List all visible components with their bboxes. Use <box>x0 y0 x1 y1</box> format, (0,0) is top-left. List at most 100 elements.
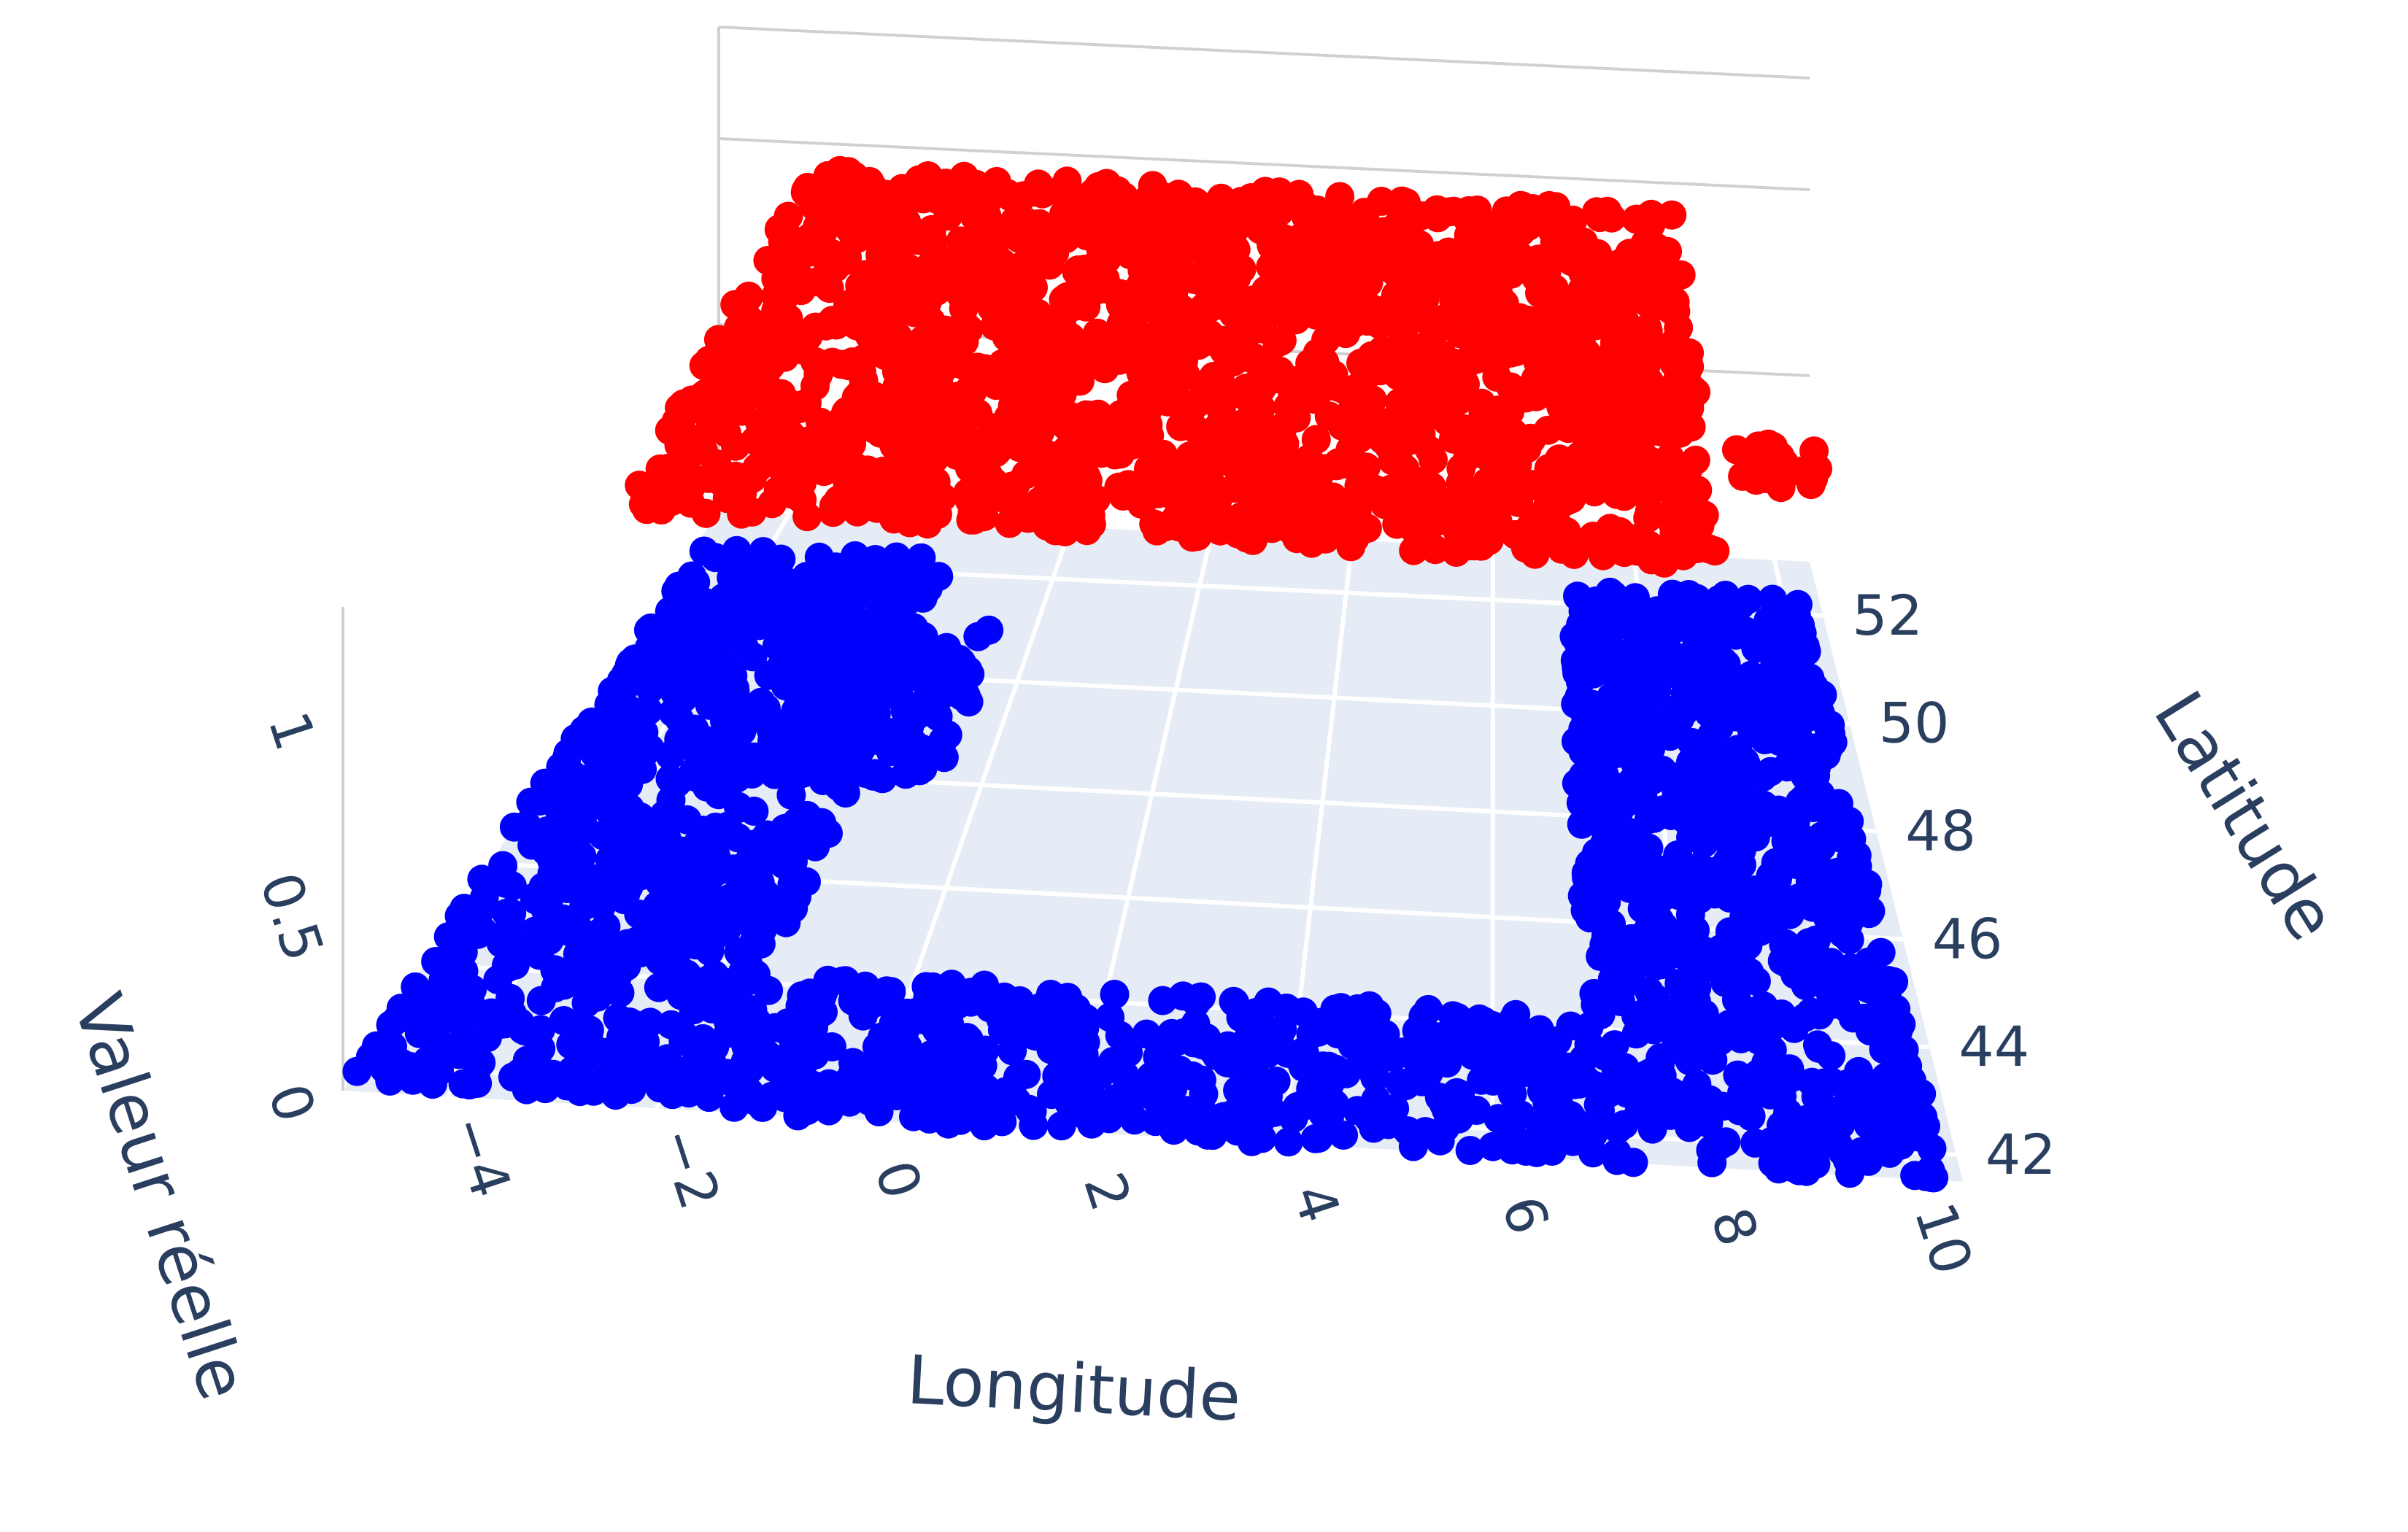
data-point <box>1336 532 1366 562</box>
x-tick-label: 4 <box>1280 1177 1353 1230</box>
data-point <box>1423 203 1453 233</box>
data-point <box>748 1093 778 1122</box>
data-point <box>605 978 635 1007</box>
data-point <box>632 495 662 525</box>
data-point <box>1816 1041 1846 1071</box>
z-wall-gridline <box>718 137 1810 191</box>
data-point <box>636 674 665 704</box>
y-axis-title: Latitude <box>2139 678 2351 953</box>
x-tick-label: 0 <box>863 1153 935 1206</box>
y-tick-label: 52 <box>1852 583 1923 648</box>
x-tick-label: 10 <box>1902 1195 1986 1282</box>
data-point <box>1603 1114 1633 1144</box>
data-point <box>1700 536 1730 566</box>
data-point <box>848 1001 878 1031</box>
data-point <box>1797 470 1826 500</box>
data-point <box>1425 1126 1455 1156</box>
z-wall-gridline <box>718 26 1810 80</box>
data-point <box>1100 980 1130 1009</box>
data-point <box>1178 522 1207 552</box>
data-point <box>565 1077 595 1107</box>
x-tick-label: 2 <box>1071 1165 1144 1218</box>
data-point <box>1110 1060 1139 1090</box>
data-point <box>1072 516 1102 546</box>
data-points <box>342 155 1949 1193</box>
data-point <box>1399 535 1429 565</box>
data-point <box>512 1075 541 1104</box>
data-point <box>526 986 556 1015</box>
data-point <box>792 502 822 532</box>
data-point <box>771 908 801 937</box>
data-point <box>657 1080 687 1110</box>
data-point <box>1142 516 1172 546</box>
data-point <box>842 497 872 527</box>
data-point <box>1578 1138 1608 1168</box>
data-point <box>1567 809 1597 839</box>
x-axis-title: Longitude <box>905 1341 1243 1436</box>
data-point <box>1653 236 1683 266</box>
data-point <box>1329 1121 1359 1150</box>
data-point <box>922 1015 952 1045</box>
data-point <box>1391 1071 1421 1101</box>
data-point <box>655 740 685 770</box>
data-point <box>1675 1113 1705 1142</box>
data-point <box>1050 517 1080 546</box>
data-point <box>1281 305 1311 335</box>
data-point <box>1665 418 1695 448</box>
x-tick-label: −4 <box>437 1107 524 1205</box>
data-point <box>913 509 943 539</box>
data-point <box>933 1109 963 1139</box>
data-point <box>727 499 757 529</box>
data-point <box>376 1010 406 1040</box>
z-axis-title: Valeur réelle <box>58 985 263 1409</box>
data-point <box>876 737 906 767</box>
data-point <box>1588 541 1618 570</box>
data-point <box>1046 1111 1076 1141</box>
data-point <box>695 936 725 966</box>
data-point <box>963 622 993 651</box>
data-point <box>1543 1026 1572 1056</box>
data-point <box>739 797 769 826</box>
data-point <box>1504 487 1534 517</box>
data-point <box>1698 1045 1728 1075</box>
y-tick-label: 46 <box>1932 906 2003 971</box>
data-point <box>1019 273 1048 303</box>
data-point <box>595 797 625 827</box>
data-point <box>1649 548 1679 578</box>
data-point <box>1791 970 1821 1000</box>
data-point <box>892 587 921 617</box>
y-tick-label: 44 <box>1959 1014 2029 1079</box>
data-point <box>1262 328 1292 358</box>
data-point <box>1119 1105 1149 1135</box>
data-point <box>1360 1063 1390 1093</box>
data-point <box>721 431 750 461</box>
z-tick-label: 0 <box>255 1076 328 1129</box>
data-point <box>864 1097 894 1126</box>
data-point <box>1919 1163 1949 1193</box>
data-point <box>444 1040 474 1069</box>
data-point <box>1662 478 1692 508</box>
data-point <box>956 505 986 535</box>
data-point <box>1917 1134 1947 1164</box>
data-point <box>1689 828 1719 858</box>
data-point <box>701 543 730 573</box>
data-point <box>814 1096 844 1126</box>
data-point <box>1398 1131 1428 1161</box>
x-tick-label: −2 <box>646 1119 733 1217</box>
data-point <box>1621 1019 1651 1049</box>
data-point <box>995 508 1024 538</box>
data-point <box>1766 473 1796 503</box>
data-point <box>1300 1123 1330 1153</box>
data-point <box>1559 539 1589 569</box>
data-point <box>497 871 527 901</box>
z-tick-label: 0.5 <box>247 865 336 969</box>
data-point <box>1237 1126 1267 1156</box>
data-point <box>1273 1127 1303 1157</box>
data-point <box>1181 988 1211 1017</box>
y-tick-label: 48 <box>1905 799 1976 864</box>
data-point <box>809 457 838 487</box>
data-point <box>891 759 921 789</box>
data-point <box>1585 203 1615 233</box>
data-point <box>1400 514 1429 544</box>
data-point <box>499 812 529 842</box>
